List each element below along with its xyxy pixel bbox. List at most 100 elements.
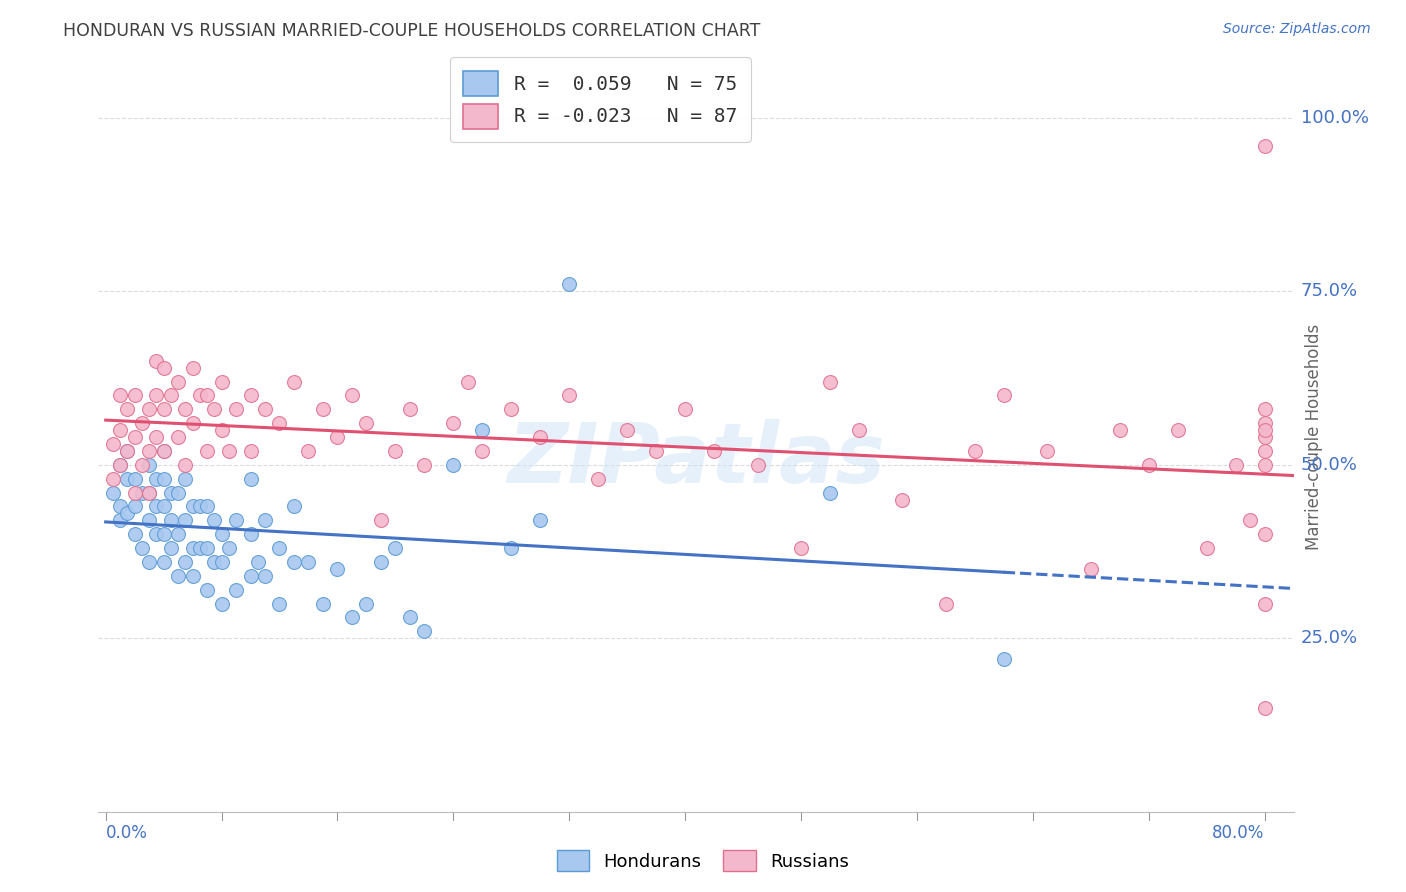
Point (457, 375, 479, 389)
Point (188, 541, 211, 555)
Point (239, 472, 262, 486)
Point (283, 375, 305, 389)
Point (152, 402, 174, 417)
Point (202, 513, 225, 527)
Point (138, 458, 160, 472)
Point (160, 541, 183, 555)
Point (340, 610, 363, 624)
Point (384, 444, 406, 458)
Point (356, 416, 378, 430)
Point (101, 472, 124, 486)
Text: ZIPatlas: ZIPatlas (508, 419, 884, 500)
Point (117, 444, 139, 458)
Point (202, 402, 225, 417)
Point (181, 569, 204, 583)
Point (413, 458, 436, 472)
Point (1253, 527, 1275, 541)
Point (225, 402, 247, 417)
Point (1253, 700, 1275, 714)
Point (283, 555, 305, 569)
Point (108, 458, 131, 472)
Text: 80.0%: 80.0% (1212, 824, 1264, 842)
Point (181, 416, 204, 430)
Point (312, 402, 335, 417)
Point (1253, 430, 1275, 444)
Point (145, 353, 167, 368)
Point (993, 388, 1015, 402)
Point (117, 472, 139, 486)
Point (167, 527, 190, 541)
Point (529, 430, 551, 444)
Point (370, 555, 392, 569)
Point (501, 541, 523, 555)
Point (1253, 444, 1275, 458)
Point (152, 500, 174, 514)
Legend: Hondurans, Russians: Hondurans, Russians (550, 843, 856, 879)
Point (326, 430, 349, 444)
Point (145, 500, 167, 514)
Point (108, 513, 131, 527)
Point (297, 444, 319, 458)
Point (101, 485, 124, 500)
Point (195, 444, 218, 458)
Point (471, 423, 494, 437)
Point (167, 569, 190, 583)
Point (124, 485, 146, 500)
Point (703, 444, 725, 458)
Point (124, 430, 146, 444)
Point (441, 458, 464, 472)
Point (253, 402, 276, 417)
Point (138, 513, 160, 527)
Text: 0.0%: 0.0% (105, 824, 148, 842)
Point (1253, 416, 1275, 430)
Text: HONDURAN VS RUSSIAN MARRIED-COUPLE HOUSEHOLDS CORRELATION CHART: HONDURAN VS RUSSIAN MARRIED-COUPLE HOUSE… (63, 22, 761, 40)
Point (145, 388, 167, 402)
Point (124, 472, 146, 486)
Point (152, 444, 174, 458)
Point (181, 541, 204, 555)
Point (312, 597, 335, 611)
Point (138, 444, 160, 458)
Point (818, 375, 841, 389)
Point (138, 485, 160, 500)
Point (891, 492, 914, 507)
Point (101, 437, 124, 451)
Point (152, 360, 174, 375)
Point (225, 582, 247, 597)
Point (239, 527, 262, 541)
Point (117, 444, 139, 458)
Text: 25.0%: 25.0% (1301, 629, 1358, 648)
Point (1080, 562, 1102, 576)
Point (340, 388, 363, 402)
Point (152, 444, 174, 458)
Point (188, 388, 211, 402)
Point (174, 402, 197, 417)
Point (356, 597, 378, 611)
Point (108, 500, 131, 514)
Text: 75.0%: 75.0% (1301, 283, 1358, 301)
Point (131, 541, 153, 555)
Point (1239, 513, 1261, 527)
Point (239, 444, 262, 458)
Point (818, 485, 841, 500)
Point (297, 555, 319, 569)
Point (1108, 423, 1130, 437)
Point (413, 624, 436, 639)
Point (174, 472, 197, 486)
Text: Source: ZipAtlas.com: Source: ZipAtlas.com (1223, 22, 1371, 37)
Point (399, 402, 422, 417)
Point (1253, 423, 1275, 437)
Point (167, 430, 190, 444)
Point (145, 430, 167, 444)
Point (160, 485, 183, 500)
Point (1167, 423, 1189, 437)
Point (1253, 138, 1275, 153)
Point (211, 597, 233, 611)
Point (108, 458, 131, 472)
Point (181, 360, 204, 375)
Point (174, 513, 197, 527)
Point (124, 527, 146, 541)
Point (253, 513, 276, 527)
Point (253, 569, 276, 583)
Point (174, 555, 197, 569)
